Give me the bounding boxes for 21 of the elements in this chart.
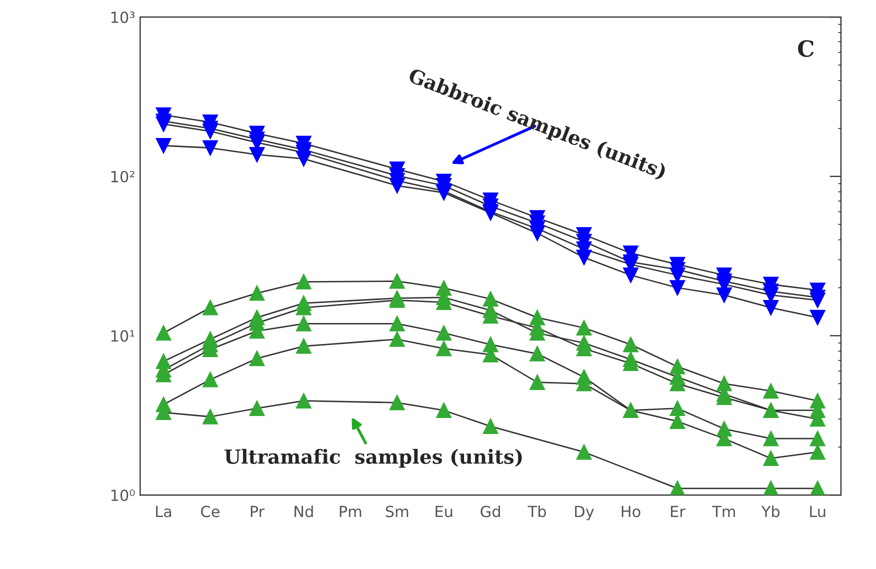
x-tick-label: Ce [201,506,220,518]
x-tick-label: Gd [480,505,500,518]
x-tick-label: Yb [761,505,780,518]
x-tick-label: Pr [250,506,265,518]
x-tick-label: Ho [622,506,640,518]
y-tick-label: 10¹ [111,330,134,342]
x-tick-label: Tm [712,506,735,518]
x-tick-label: La [156,506,172,518]
x-tick-label: Dy [575,506,594,520]
y-tick-label: 10⁰ [111,489,135,502]
x-tick-label: Pm [340,506,362,518]
x-tick-label: Er [670,506,686,518]
y-tick-label: 10² [111,170,134,182]
x-tick-label: Sm [386,506,408,518]
x-tick-label: Nd [294,505,313,518]
x-tick-label: Eu [436,506,452,518]
annotation: C [798,40,814,57]
x-tick-label: Tb [528,505,546,518]
x-tick-label: Lu [810,506,826,518]
annotation: Ultramafic samples (units) [224,448,522,468]
y-tick-label: 10³ [111,12,135,24]
